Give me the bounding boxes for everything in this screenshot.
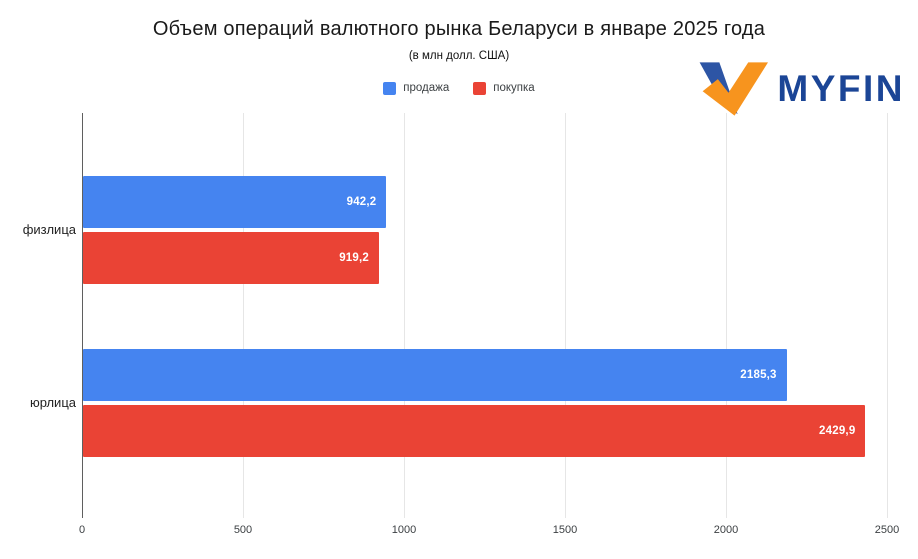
myfin-logo-icon	[699, 62, 769, 116]
legend-label-purchase: покупка	[493, 82, 535, 94]
gridline-x-1000	[404, 113, 405, 518]
legend-item-sale: продажа	[383, 81, 450, 95]
legend: продажа покупка	[0, 80, 918, 96]
bar-value-purchase-individuals: 919,2	[339, 252, 369, 264]
category-label-legal-entities: юрлица	[29, 395, 76, 410]
gridline-x-1500	[565, 113, 566, 518]
bar-sale-individuals: 942,2	[83, 176, 387, 228]
chart-subtitle: (в млн долл. США)	[408, 50, 510, 62]
bar-purchase-individuals: 919,2	[83, 232, 379, 284]
gridline-x-2500	[887, 113, 888, 518]
x-tick-label-500: 500	[233, 524, 253, 536]
x-tick-label-2500: 2500	[874, 524, 900, 536]
legend-swatch-sale	[383, 81, 397, 95]
myfin-logo: MYFIN	[692, 62, 905, 116]
x-tick-label-1500: 1500	[552, 524, 578, 536]
x-tick-label-0: 0	[78, 524, 86, 536]
legend-swatch-purchase	[473, 81, 487, 95]
bar-purchase-legal-entities: 2429,9	[83, 405, 866, 457]
bar-value-purchase-legal-entities: 2429,9	[819, 425, 856, 437]
legend-item-purchase: покупка	[473, 81, 535, 95]
x-tick-label-2000: 2000	[713, 524, 739, 536]
category-label-individuals: физлица	[22, 222, 76, 237]
bar-value-sale-legal-entities: 2185,3	[740, 369, 777, 381]
chart-title: Объем операций валютного рынка Беларуси …	[152, 18, 766, 40]
y-axis-line	[82, 113, 83, 518]
gridline-x-2000	[726, 113, 727, 518]
legend-label-sale: продажа	[403, 82, 450, 94]
myfin-logo-text: MYFIN	[777, 68, 905, 109]
bar-value-sale-individuals: 942,2	[346, 196, 377, 208]
bar-sale-legal-entities: 2185,3	[83, 349, 787, 401]
x-tick-label-1000: 1000	[391, 524, 417, 536]
gridline-x-500	[243, 113, 244, 518]
